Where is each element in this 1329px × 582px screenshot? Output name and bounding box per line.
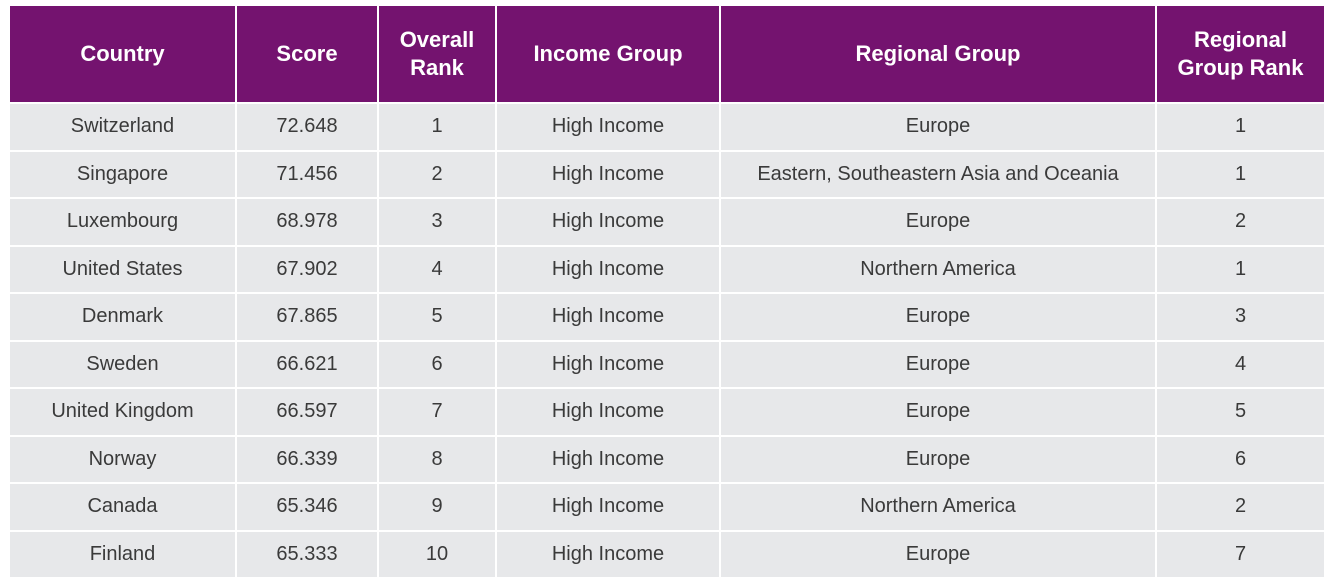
cell-regional-group-rank: 4: [1155, 339, 1324, 388]
header-income-group: Income Group: [495, 6, 720, 104]
table-row: Luxembourg 68.978 3 High Income Europe 2: [10, 197, 1324, 246]
cell-regional-group: Europe: [719, 387, 1156, 436]
header-regional-group-rank-line1: Regional: [1194, 27, 1287, 52]
cell-overall-rank: 2: [377, 149, 496, 198]
cell-income-group: High Income: [495, 529, 720, 577]
cell-regional-group-rank: 1: [1155, 102, 1324, 151]
cell-overall-rank: 10: [377, 529, 496, 577]
cell-score: 65.346: [235, 482, 378, 531]
cell-score: 66.339: [235, 434, 378, 483]
header-overall-rank-line2: Rank: [410, 55, 464, 80]
header-overall-rank-line1: Overall: [399, 27, 475, 52]
cell-country: Sweden: [10, 339, 236, 388]
table-row: Sweden 66.621 6 High Income Europe 4: [10, 339, 1324, 388]
header-regional-group: Regional Group: [719, 6, 1156, 104]
cell-regional-group: Europe: [719, 529, 1156, 577]
table-row: Switzerland 72.648 1 High Income Europe …: [10, 102, 1324, 151]
cell-country: Finland: [10, 529, 236, 577]
cell-income-group: High Income: [495, 149, 720, 198]
table-row: United States 67.902 4 High Income North…: [10, 244, 1324, 293]
cell-regional-group: Europe: [719, 197, 1156, 246]
cell-regional-group-rank: 5: [1155, 387, 1324, 436]
header-regional-group-rank: Regional Group Rank: [1155, 6, 1324, 104]
cell-country: Denmark: [10, 292, 236, 341]
table-row: Finland 65.333 10 High Income Europe 7: [10, 529, 1324, 577]
header-country: Country: [10, 6, 236, 104]
cell-regional-group-rank: 2: [1155, 482, 1324, 531]
ranking-table: Country Score Overall Rank Income Group R…: [10, 6, 1324, 577]
table-header: Country Score Overall Rank Income Group R…: [10, 6, 1324, 104]
cell-overall-rank: 3: [377, 197, 496, 246]
cell-income-group: High Income: [495, 387, 720, 436]
cell-overall-rank: 4: [377, 244, 496, 293]
cell-income-group: High Income: [495, 434, 720, 483]
header-score: Score: [235, 6, 378, 104]
header-row: Country Score Overall Rank Income Group R…: [10, 6, 1324, 104]
header-overall-rank: Overall Rank: [377, 6, 496, 104]
cell-income-group: High Income: [495, 102, 720, 151]
cell-overall-rank: 6: [377, 339, 496, 388]
cell-country: United Kingdom: [10, 387, 236, 436]
cell-regional-group-rank: 6: [1155, 434, 1324, 483]
cell-income-group: High Income: [495, 482, 720, 531]
cell-overall-rank: 5: [377, 292, 496, 341]
cell-overall-rank: 8: [377, 434, 496, 483]
cell-income-group: High Income: [495, 244, 720, 293]
cell-score: 66.597: [235, 387, 378, 436]
cell-overall-rank: 9: [377, 482, 496, 531]
cell-score: 71.456: [235, 149, 378, 198]
table-row: United Kingdom 66.597 7 High Income Euro…: [10, 387, 1324, 436]
cell-overall-rank: 7: [377, 387, 496, 436]
cell-regional-group: Europe: [719, 102, 1156, 151]
cell-regional-group: Northern America: [719, 244, 1156, 293]
header-income-group-label: Income Group: [533, 41, 683, 66]
table-body: Switzerland 72.648 1 High Income Europe …: [10, 102, 1324, 577]
cell-score: 72.648: [235, 102, 378, 151]
table-row: Singapore 71.456 2 High Income Eastern, …: [10, 149, 1324, 198]
cell-regional-group-rank: 2: [1155, 197, 1324, 246]
cell-score: 67.902: [235, 244, 378, 293]
cell-country: Singapore: [10, 149, 236, 198]
cell-country: United States: [10, 244, 236, 293]
cell-score: 67.865: [235, 292, 378, 341]
cell-country: Norway: [10, 434, 236, 483]
cell-regional-group: Europe: [719, 339, 1156, 388]
cell-regional-group-rank: 1: [1155, 149, 1324, 198]
cell-overall-rank: 1: [377, 102, 496, 151]
cell-income-group: High Income: [495, 197, 720, 246]
cell-country: Canada: [10, 482, 236, 531]
cell-regional-group: Northern America: [719, 482, 1156, 531]
header-country-label: Country: [80, 41, 165, 66]
cell-score: 68.978: [235, 197, 378, 246]
cell-regional-group: Europe: [719, 292, 1156, 341]
cell-score: 65.333: [235, 529, 378, 577]
cell-income-group: High Income: [495, 292, 720, 341]
cell-country: Luxembourg: [10, 197, 236, 246]
cell-regional-group-rank: 1: [1155, 244, 1324, 293]
header-regional-group-rank-line2: Group Rank: [1177, 55, 1304, 80]
cell-country: Switzerland: [10, 102, 236, 151]
cell-regional-group-rank: 3: [1155, 292, 1324, 341]
cell-regional-group-rank: 7: [1155, 529, 1324, 577]
cell-regional-group: Eastern, Southeastern Asia and Oceania: [719, 149, 1156, 198]
cell-regional-group: Europe: [719, 434, 1156, 483]
header-score-label: Score: [276, 41, 338, 66]
header-regional-group-label: Regional Group: [855, 41, 1021, 66]
table-row: Norway 66.339 8 High Income Europe 6: [10, 434, 1324, 483]
cell-income-group: High Income: [495, 339, 720, 388]
cell-score: 66.621: [235, 339, 378, 388]
table-row: Canada 65.346 9 High Income Northern Ame…: [10, 482, 1324, 531]
ranking-table-container: Country Score Overall Rank Income Group R…: [10, 6, 1324, 577]
table-row: Denmark 67.865 5 High Income Europe 3: [10, 292, 1324, 341]
